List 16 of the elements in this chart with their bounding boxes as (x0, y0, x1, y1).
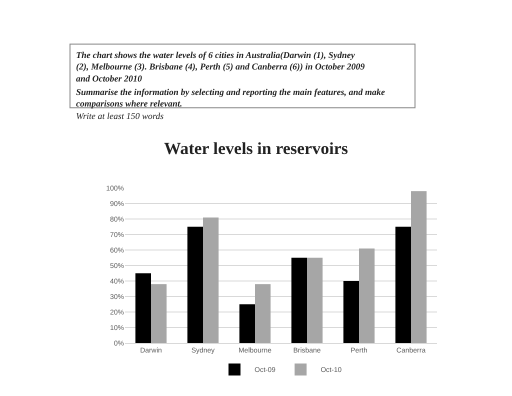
bar (239, 304, 255, 343)
bar (135, 273, 151, 343)
chart-title: Water levels in reservoirs (164, 138, 348, 158)
bar (395, 226, 411, 343)
bar (187, 226, 203, 343)
bar (291, 258, 307, 343)
bar (343, 281, 359, 343)
text: Write at least 150 words (76, 111, 164, 121)
bar (203, 217, 219, 343)
text: The chart shows the water levels of 6 cities in Australia(Darwin (1), Sydney (2), Melbourne (3). Brisbane (4), Perth (5) and Canberra (6)) in October 2009 and October 2010 (76, 50, 366, 84)
bar (307, 258, 323, 343)
bar (411, 191, 427, 343)
text: Summarise the information by selecting and reporting the main features, and make comparisons where relevant. (76, 87, 386, 109)
bar (151, 284, 167, 343)
bar (359, 248, 375, 343)
bar (255, 284, 271, 343)
